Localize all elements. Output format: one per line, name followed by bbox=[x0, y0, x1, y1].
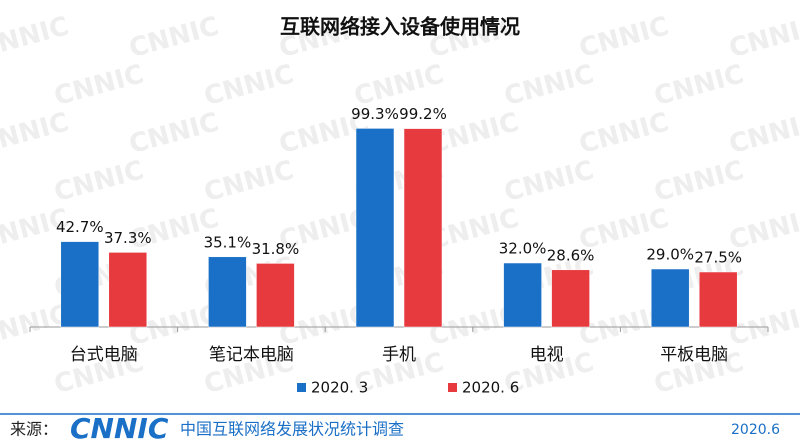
legend-swatch bbox=[297, 383, 306, 392]
bar bbox=[355, 128, 395, 328]
watermark: CNNIC bbox=[651, 155, 747, 208]
footer-survey: 中国互联网络发展状况统计调查 bbox=[180, 420, 404, 439]
value-label: 32.0% bbox=[499, 240, 547, 258]
x-tick-label: 手机 bbox=[382, 345, 416, 365]
bar bbox=[256, 263, 295, 328]
footer-logo: CNNIC bbox=[70, 412, 169, 444]
bar bbox=[403, 128, 443, 328]
watermark: CNNIC bbox=[501, 155, 597, 208]
value-label: 42.7% bbox=[56, 218, 104, 236]
watermark: CNNIC bbox=[576, 107, 672, 160]
x-tick-label: 台式电脑 bbox=[70, 345, 138, 365]
value-label: 99.3% bbox=[351, 105, 399, 123]
legend-label: 2020. 6 bbox=[462, 379, 519, 397]
value-label: 27.5% bbox=[694, 249, 742, 267]
bar bbox=[698, 271, 738, 328]
watermark: CNNIC bbox=[0, 11, 72, 64]
watermark: CNNIC bbox=[201, 59, 297, 112]
watermark: CNNIC bbox=[726, 11, 800, 64]
value-label: 29.0% bbox=[646, 246, 694, 264]
bar bbox=[551, 269, 590, 328]
bar bbox=[650, 268, 690, 328]
watermark: CNNIC bbox=[726, 107, 800, 160]
legend-swatch bbox=[448, 383, 457, 392]
x-tick-label: 电视 bbox=[530, 345, 564, 365]
bar bbox=[60, 241, 100, 328]
watermark: CNNIC bbox=[126, 107, 222, 160]
watermark: CNNIC bbox=[126, 11, 222, 64]
watermark: CNNIC bbox=[576, 11, 672, 64]
legend-label: 2020. 3 bbox=[311, 379, 368, 397]
watermark: CNNIC bbox=[501, 59, 597, 112]
watermark: CNNIC bbox=[0, 107, 72, 160]
x-tick-label: 平板电脑 bbox=[660, 345, 728, 365]
value-label: 35.1% bbox=[204, 233, 252, 251]
footer-date: 2020.6 bbox=[731, 422, 780, 438]
x-tick-label: 笔记本电脑 bbox=[209, 345, 294, 365]
watermark: CNNIC bbox=[51, 155, 147, 208]
bar bbox=[108, 252, 148, 328]
value-label: 99.2% bbox=[399, 105, 447, 123]
footer-source: 来源： bbox=[10, 420, 58, 439]
chart-title: 互联网络接入设备使用情况 bbox=[280, 15, 520, 39]
watermark: CNNIC bbox=[201, 155, 297, 208]
watermark: CNNIC bbox=[651, 59, 747, 112]
bar bbox=[503, 262, 542, 328]
watermark: CNNIC bbox=[51, 59, 147, 112]
bar bbox=[208, 256, 247, 328]
value-label: 31.8% bbox=[252, 240, 300, 258]
value-label: 37.3% bbox=[104, 229, 152, 247]
value-label: 28.6% bbox=[547, 246, 595, 264]
